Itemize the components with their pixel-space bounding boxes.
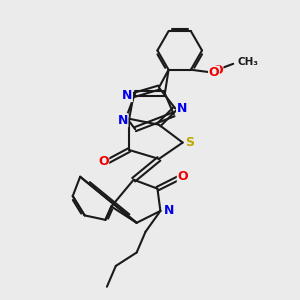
Text: O: O: [212, 64, 223, 77]
Text: CH₃: CH₃: [238, 57, 259, 67]
Text: O: O: [98, 155, 109, 168]
Text: N: N: [177, 102, 187, 115]
Text: O: O: [208, 66, 219, 79]
Text: N: N: [164, 204, 174, 218]
Text: N: N: [122, 88, 132, 101]
Text: S: S: [185, 136, 194, 149]
Text: N: N: [118, 114, 128, 127]
Text: O: O: [177, 170, 188, 183]
